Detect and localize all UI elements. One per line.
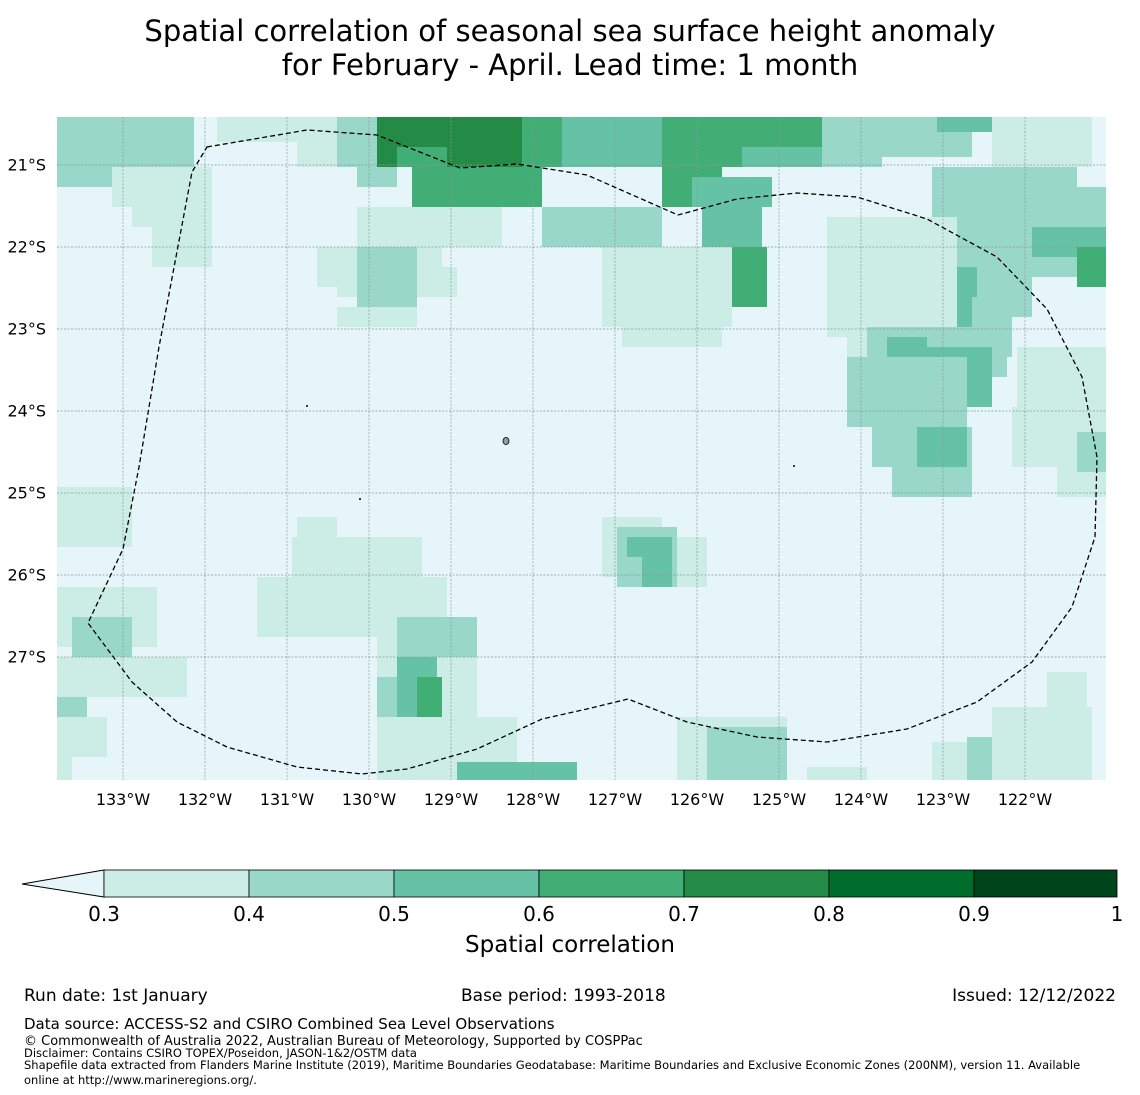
- lon-label: 132°W: [177, 790, 233, 809]
- base-period: Base period: 1993-2018: [461, 986, 666, 1006]
- colorbar-tick-label: 0.3: [88, 902, 120, 926]
- lon-label: 128°W: [505, 790, 561, 809]
- lon-label: 133°W: [95, 790, 151, 809]
- lat-label: 23°S: [7, 319, 46, 339]
- lon-label: 131°W: [259, 790, 315, 809]
- correlation-cell: [457, 762, 577, 780]
- correlation-cell: [847, 357, 967, 427]
- colorbar-tick-label: 0.7: [668, 902, 700, 926]
- correlation-cell: [397, 147, 447, 167]
- island-small-west: [306, 405, 308, 407]
- correlation-map: [57, 117, 1106, 780]
- colorbar: [21, 869, 1118, 898]
- colorbar-segment: [248, 869, 395, 898]
- correlation-cell: [57, 697, 87, 717]
- lon-label: 126°W: [669, 790, 725, 809]
- colorbar-segment: [683, 869, 830, 898]
- colorbar-segment: [103, 869, 250, 898]
- correlation-cell: [542, 207, 662, 247]
- colorbar-segment: [538, 869, 685, 898]
- map-title: Spatial correlation of seasonal sea surf…: [0, 14, 1140, 82]
- correlation-cell: [522, 117, 562, 167]
- correlation-cell: [417, 677, 442, 717]
- correlation-cell: [132, 207, 212, 227]
- correlation-cell: [807, 767, 867, 780]
- correlation-cell: [297, 517, 337, 537]
- issued-date: Issued: 12/12/2022: [952, 986, 1116, 1006]
- correlation-cell: [57, 737, 72, 780]
- island-small-south: [359, 498, 361, 500]
- title-line-1: Spatial correlation of seasonal sea surf…: [144, 14, 996, 48]
- correlation-cells: [57, 117, 1106, 780]
- correlation-cell: [622, 307, 722, 347]
- island-small-east: [793, 465, 795, 467]
- correlation-cell: [377, 267, 407, 297]
- correlation-cell: [562, 117, 662, 167]
- map-panel: [57, 117, 1106, 780]
- colorbar-segment: [828, 869, 975, 898]
- lat-label: 26°S: [7, 565, 46, 585]
- correlation-cell: [992, 117, 1092, 167]
- colorbar-tick-label: 0.9: [958, 902, 990, 926]
- correlation-cell: [1047, 672, 1087, 722]
- correlation-cell: [57, 117, 194, 167]
- data-source: Data source: ACCESS-S2 and CSIRO Combine…: [24, 1015, 555, 1033]
- island-main: [502, 437, 510, 445]
- title-line-2: for February - April. Lead time: 1 month: [281, 48, 859, 82]
- colorbar-segment: [973, 869, 1118, 898]
- lon-label: 122°W: [997, 790, 1053, 809]
- disclaimer: Disclaimer: Contains CSIRO TOPEX/Poseido…: [24, 1046, 417, 1060]
- colorbar-under-arrow: [21, 869, 105, 898]
- lat-label: 24°S: [7, 401, 46, 421]
- correlation-cell: [677, 537, 707, 587]
- correlation-cell: [297, 127, 337, 167]
- correlation-cell: [727, 247, 767, 307]
- correlation-cell: [937, 117, 1007, 132]
- lon-label: 129°W: [423, 790, 479, 809]
- correlation-cell: [822, 117, 882, 167]
- correlation-cell: [357, 207, 502, 247]
- colorbar-tick-label: 0.4: [233, 902, 265, 926]
- correlation-cell: [1077, 247, 1106, 287]
- lat-label: 27°S: [7, 647, 46, 667]
- colorbar-tick-label: 1: [1110, 902, 1124, 926]
- copyright: © Commonwealth of Australia 2022, Austra…: [24, 1034, 643, 1049]
- lat-label: 25°S: [7, 483, 46, 503]
- lon-label: 127°W: [587, 790, 643, 809]
- correlation-cell: [152, 227, 212, 267]
- lon-label: 124°W: [833, 790, 889, 809]
- eez-boundary: [87, 129, 1098, 775]
- correlation-cell: [57, 167, 112, 187]
- colorbar-tick-label: 0.6: [523, 902, 555, 926]
- shapefile-credit-line-1: Shapefile data extracted from Flanders M…: [24, 1058, 1081, 1072]
- shapefile-credit-line-2: online at http://www.marineregions.org/.: [24, 1073, 257, 1087]
- correlation-cell: [892, 467, 972, 497]
- correlation-cell: [92, 497, 132, 537]
- colorbar-tick-label: 0.5: [378, 902, 410, 926]
- colorbar-label: Spatial correlation: [465, 932, 675, 958]
- correlation-cell: [397, 617, 477, 657]
- correlation-cell: [692, 177, 772, 207]
- correlation-cell: [337, 307, 417, 327]
- lat-label: 22°S: [7, 237, 46, 257]
- lat-label: 21°S: [7, 155, 46, 175]
- colorbar-tick-label: 0.8: [813, 902, 845, 926]
- lon-label: 123°W: [915, 790, 971, 809]
- correlation-cell: [57, 657, 187, 697]
- correlation-cell: [707, 727, 787, 780]
- correlation-cell: [112, 167, 212, 207]
- correlation-cell: [1077, 432, 1106, 472]
- colorbar-segment: [393, 869, 540, 898]
- correlation-cell: [642, 537, 672, 587]
- correlation-cell: [1032, 187, 1106, 217]
- lon-label: 125°W: [751, 790, 807, 809]
- correlation-cell: [412, 167, 542, 207]
- correlation-cell: [87, 637, 132, 657]
- lon-label: 130°W: [341, 790, 397, 809]
- run-date: Run date: 1st January: [24, 986, 208, 1006]
